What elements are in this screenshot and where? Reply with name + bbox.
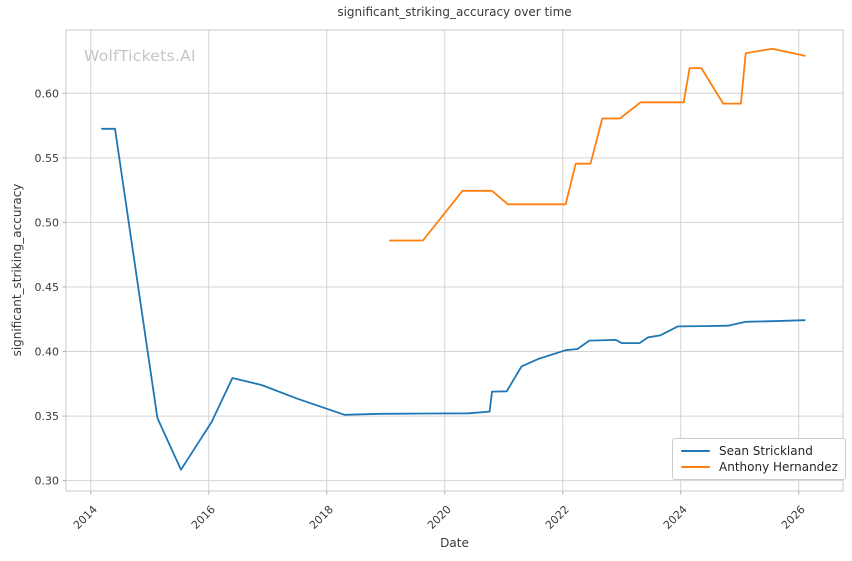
x-tick-label: 2020 [425,503,454,532]
y-axis-label: significant_striking_accuracy [10,183,24,357]
series-line-anthony-hernandez [388,47,806,242]
y-tick-label: 0.45 [35,281,60,294]
x-tick-label: 2026 [779,503,808,532]
y-tick-label: 0.30 [35,475,60,488]
chart-title: significant_striking_accuracy over time [337,5,572,19]
legend-line-swatch-orange [681,466,710,468]
x-axis-label: Date [440,536,469,550]
y-tick-label: 0.60 [35,87,60,100]
legend-item-anthony-hernandez: Anthony Hernandez [681,459,838,475]
series-lines [101,47,806,471]
y-tick-label: 0.35 [35,410,60,423]
y-tick-label: 0.50 [35,216,60,229]
gridlines [66,30,843,491]
legend-label: Anthony Hernandez [719,460,838,474]
x-tick-label: 2018 [307,503,336,532]
legend-item-sean-strickland: Sean Strickland [681,443,837,459]
y-tick-label: 0.40 [35,346,60,359]
x-tick-label: 2014 [71,503,100,532]
x-tick-label: 2016 [189,503,218,532]
x-tick-label: 2022 [543,503,572,532]
legend-label: Sean Strickland [719,444,813,458]
legend: Sean Strickland Anthony Hernandez [672,438,846,480]
legend-line-swatch-blue [681,450,710,452]
watermark: WolfTickets.AI [84,47,196,65]
y-tick-label: 0.55 [35,152,60,165]
x-tick-label: 2024 [661,503,690,532]
series-line-sean-strickland [101,127,806,471]
